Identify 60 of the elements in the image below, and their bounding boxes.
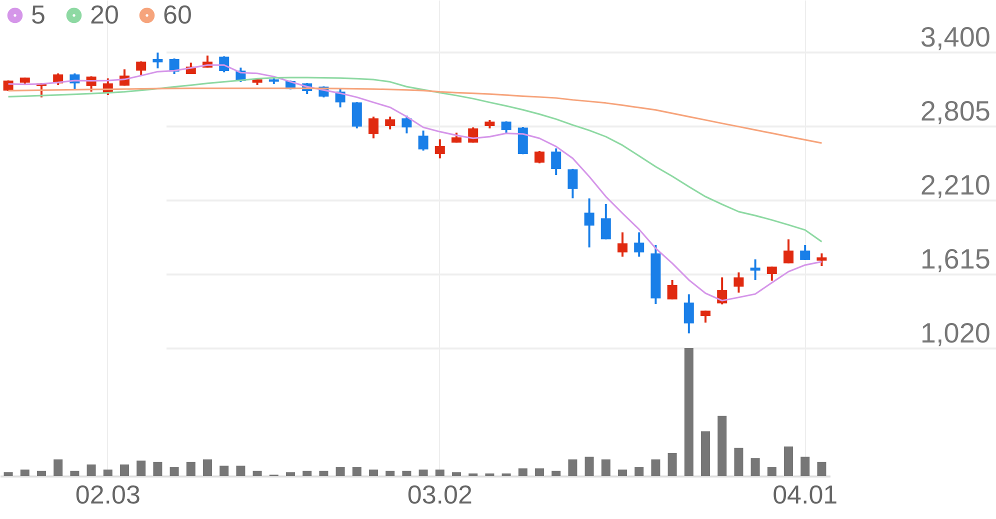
y-tick-label: 2,210 [920,169,990,200]
bar [54,459,63,476]
bar [120,464,129,476]
bar [734,448,744,476]
bar [252,470,262,476]
bar [452,472,461,476]
bar [750,458,760,476]
bar [86,464,96,476]
bar [535,468,544,476]
bar [302,470,312,476]
bar [70,470,80,476]
bar [684,348,694,476]
bar [468,473,478,476]
y-tick-label: 3,400 [920,21,990,52]
bar [634,467,644,476]
bar [767,467,776,476]
bar [186,462,196,476]
bar [800,456,810,476]
bar [435,470,444,476]
bar [4,472,13,476]
x-tick-label: 02.03 [75,480,140,510]
bar [37,470,46,476]
bar [568,459,578,476]
bar [170,467,179,476]
bar [336,467,345,476]
bar [485,473,494,476]
legend-label: 5 [31,0,46,30]
bar [518,468,528,476]
legend-label: 20 [90,0,119,30]
bar [418,470,428,476]
bar [286,472,295,476]
bar [203,459,212,476]
bar [103,470,112,476]
bar [552,470,561,476]
y-tick-label: 2,805 [920,95,990,126]
x-tick-label: 03.02 [407,480,472,510]
bar [386,470,395,476]
bar [651,459,660,476]
bar [352,467,362,476]
bar [668,452,677,476]
bar [369,470,378,476]
bar [784,446,793,476]
bar [584,456,594,476]
bar [718,416,727,476]
bar [502,473,511,476]
legend-label: 60 [163,0,192,30]
y-tick-label: 1,615 [920,243,990,274]
y-tick-label: 1,020 [920,318,990,348]
bar [236,466,246,476]
bar [153,462,162,476]
bar [220,466,229,476]
bar [618,470,627,476]
bar [817,462,826,476]
bar [402,470,412,476]
bar [136,460,146,476]
bar [601,459,610,476]
bar [20,470,30,476]
x-tick-label: 04.01 [772,480,838,510]
bar [319,470,328,476]
bar [701,431,710,476]
